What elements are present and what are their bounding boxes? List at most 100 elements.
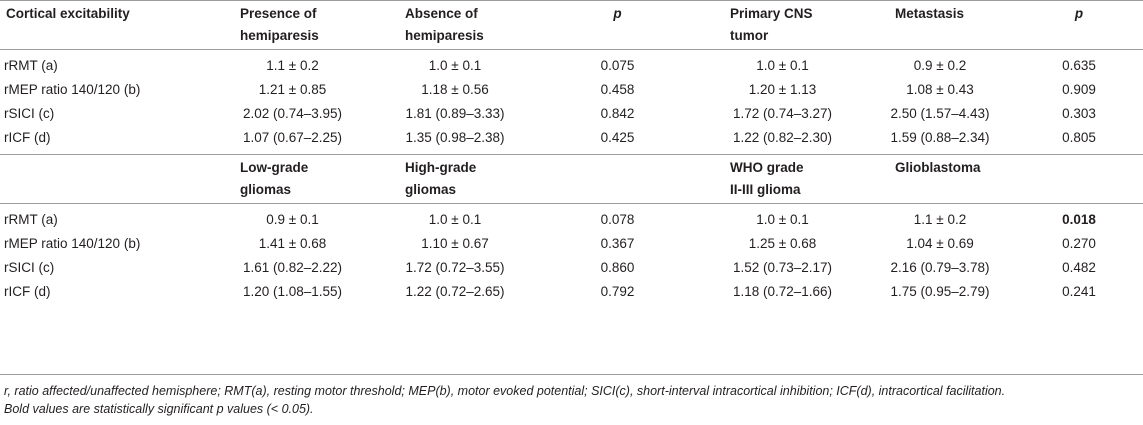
table-cell: 1.72 (0.72–3.55): [405, 260, 505, 275]
table-cell: 1.20 (1.08–1.55): [242, 284, 343, 299]
section2-col-header-2: High-grade gliomas: [375, 154, 535, 204]
table-cell: 2.02 (0.74–3.95): [242, 106, 343, 121]
table-cell: 1.61 (0.82–2.22): [242, 260, 343, 275]
table-row: rICF (d) 1.20 (1.08–1.55) 1.22 (0.72–2.65)…: [0, 280, 1143, 304]
table-cell: 1.0 ± 0.1: [756, 58, 809, 73]
section1-col-header-5-line-0: Metastasis: [895, 6, 965, 21]
footnote-line-1: r, ratio affected/unaffected hemisphere;…: [4, 384, 1006, 398]
table-cell: 2.16 (0.79–3.78): [890, 260, 990, 275]
section2-col-header-1-line-1: gliomas: [240, 182, 292, 197]
section2-col-header-1-line-0: Low-grade: [240, 160, 309, 175]
section1-col-header-5: Metastasis: [865, 0, 1015, 50]
section2-col-header-2-line-0: High-grade: [405, 160, 477, 175]
table-row: rMEP ratio 140/120 (b) 1.21 ± 0.85 1.18 ± …: [0, 78, 1143, 102]
table-footnote: r, ratio affected/unaffected hemisphere;…: [4, 382, 1140, 418]
section1-col-header-0: Cortical excitability: [0, 0, 210, 50]
section1-col-header-3-line-0: p: [613, 6, 622, 21]
section1-col-header-1: Presence of hemiparesis: [210, 0, 375, 50]
table-cell: 0.9 ± 0.1: [266, 212, 319, 227]
section2-header-row: Low-grade gliomas High-grade gliomas WHO gr…: [0, 154, 1143, 204]
table-cell: 1.25 ± 0.68: [748, 236, 817, 251]
table-cell: 1.81 (0.89–3.33): [405, 106, 505, 121]
table-cell: 0.792: [600, 284, 635, 299]
table-row: rRMT (a) 0.9 ± 0.1 1.0 ± 0.1 0.078 1.0 ± 0.1…: [0, 208, 1143, 232]
section2-col-header-2-line-1: gliomas: [405, 182, 457, 197]
table-cell: 1.0 ± 0.1: [428, 58, 482, 73]
table-cell: 0.860: [600, 260, 635, 275]
row-label: rMEP ratio 140/120 (b): [4, 82, 141, 97]
table-cell: 1.41 ± 0.68: [258, 236, 327, 251]
table-row: rSICI (c) 1.61 (0.82–2.22) 1.72 (0.72–3.55…: [0, 256, 1143, 280]
table-cell: 0.075: [600, 58, 635, 73]
table-row: rICF (d) 1.07 (0.67–2.25) 1.35 (0.98–2.38)…: [0, 126, 1143, 150]
table-cell: 0.018: [1062, 212, 1096, 227]
section2-col-header-5: Glioblastoma: [865, 154, 1015, 204]
section1-col-header-1-line-0: Presence of: [240, 6, 317, 21]
table-cell: 1.52 (0.73–2.17): [732, 260, 833, 275]
row-label: rICF (d): [4, 284, 51, 299]
section1-col-header-4-line-1: tumor: [730, 28, 769, 43]
section2-col-header-4-line-0: WHO grade: [730, 160, 804, 175]
row-label: rICF (d): [4, 130, 51, 145]
table-cell: 1.22 (0.72–2.65): [405, 284, 505, 299]
table-cell: 0.367: [600, 236, 635, 251]
table-bottom-rule: [0, 374, 1143, 375]
table-cell: 1.1 ± 0.2: [266, 58, 319, 73]
table-cell: 1.72 (0.74–3.27): [732, 106, 833, 121]
table-cell: 0.078: [600, 212, 635, 227]
table-cell: 1.35 (0.98–2.38): [405, 130, 505, 145]
table-cell: 2.50 (1.57–4.43): [890, 106, 990, 121]
section2-col-header-0: [0, 154, 210, 204]
table-cell: 1.0 ± 0.1: [428, 212, 482, 227]
footnote-line-2: Bold values are statistically significan…: [4, 402, 314, 416]
table-cell: 1.18 ± 0.56: [421, 82, 489, 97]
section1-col-header-2-line-0: Absence of: [405, 6, 478, 21]
section2-body: rRMT (a) 0.9 ± 0.1 1.0 ± 0.1 0.078 1.0 ± 0.1…: [0, 204, 1143, 309]
section1-col-header-2: Absence of hemiparesis: [375, 0, 535, 50]
section2-col-header-1: Low-grade gliomas: [210, 154, 375, 204]
data-table: Cortical excitability Presence of hemipar…: [0, 0, 1143, 309]
table-cell: 1.0 ± 0.1: [756, 212, 809, 227]
table-cell: 0.909: [1062, 82, 1096, 97]
table-cell: 0.425: [600, 130, 635, 145]
table-cell: 1.08 ± 0.43: [906, 82, 974, 97]
section2-col-header-4: WHO grade II-III glioma: [700, 154, 865, 204]
table-cell: 0.9 ± 0.2: [913, 58, 967, 73]
row-label: rRMT (a): [4, 212, 58, 227]
table-row: rSICI (c) 2.02 (0.74–3.95) 1.81 (0.89–3.33…: [0, 102, 1143, 126]
section1-col-header-1-line-1: hemiparesis: [240, 28, 319, 43]
section1-col-header-4-line-0: Primary CNS: [730, 6, 813, 21]
row-label: rMEP ratio 140/120 (b): [4, 236, 141, 251]
section1-header-row: Cortical excitability Presence of hemipar…: [0, 0, 1143, 50]
table-cell: 1.59 (0.88–2.34): [890, 130, 990, 145]
table-cell: 1.18 (0.72–1.66): [732, 284, 833, 299]
section1-col-header-0-line-0: Cortical excitability: [6, 6, 130, 21]
table-cell: 0.270: [1062, 236, 1096, 251]
table-cell: 1.07 (0.67–2.25): [242, 130, 343, 145]
row-label: rRMT (a): [4, 58, 58, 73]
table-cell: 0.805: [1062, 130, 1096, 145]
table-cell: 0.482: [1062, 260, 1096, 275]
table-cell: 1.21 ± 0.85: [258, 82, 327, 97]
section1-body: rRMT (a) 1.1 ± 0.2 1.0 ± 0.1 0.075 1.0 ± 0.1…: [0, 50, 1143, 155]
section1-col-header-2-line-1: hemiparesis: [405, 28, 484, 43]
table-cell: 1.1 ± 0.2: [913, 212, 967, 227]
section1-col-header-4: Primary CNS tumor: [700, 0, 865, 50]
table-cell: 1.22 (0.82–2.30): [732, 130, 833, 145]
table-cell: 1.10 ± 0.67: [421, 236, 489, 251]
table-cell: 1.75 (0.95–2.79): [890, 284, 990, 299]
section1-col-header-6: p: [1015, 0, 1143, 50]
section2-col-header-6: [1015, 154, 1143, 204]
section2-col-header-4-line-1: II-III glioma: [730, 182, 801, 197]
section2-col-header-5-line-0: Glioblastoma: [895, 160, 981, 175]
section2-col-header-3: [535, 154, 700, 204]
table-cell: 1.04 ± 0.69: [906, 236, 974, 251]
table-cell: 0.842: [600, 106, 635, 121]
row-label: rSICI (c): [4, 260, 55, 275]
table-cell: 0.241: [1062, 284, 1096, 299]
table-cell: 1.20 ± 1.13: [748, 82, 817, 97]
section1-col-header-6-line-0: p: [1074, 6, 1084, 21]
table-row: rRMT (a) 1.1 ± 0.2 1.0 ± 0.1 0.075 1.0 ± 0.1…: [0, 54, 1143, 78]
table-row: rMEP ratio 140/120 (b) 1.41 ± 0.68 1.10 ± …: [0, 232, 1143, 256]
